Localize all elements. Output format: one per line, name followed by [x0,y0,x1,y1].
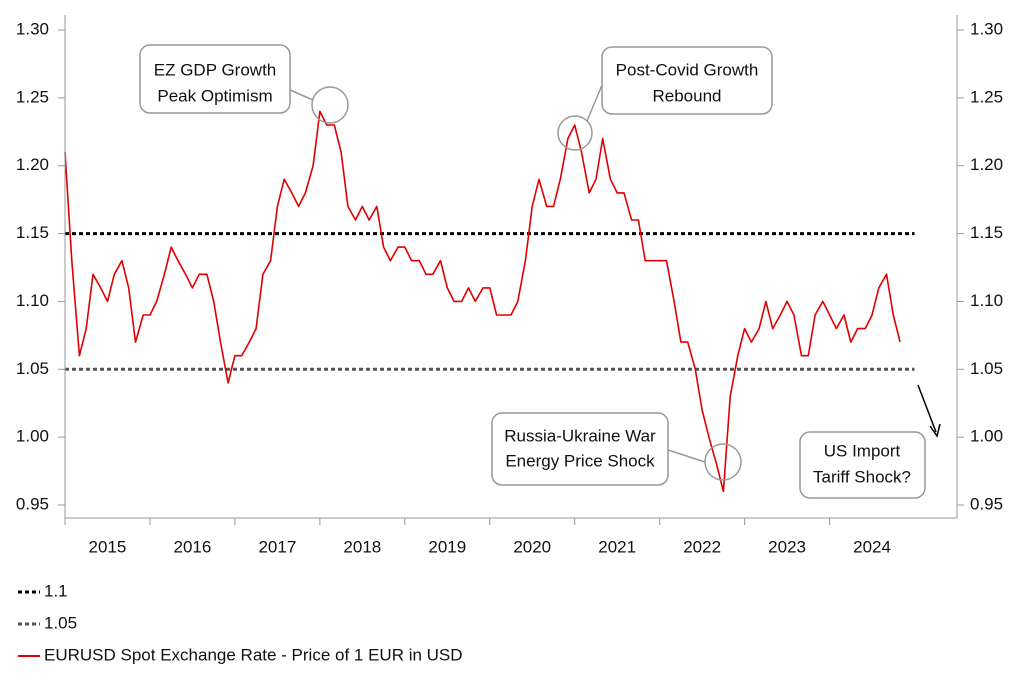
y-tick-label: 1.20 [16,155,49,174]
annotation-text: Rebound [652,86,721,105]
y2-tick-label: 1.00 [970,427,1003,446]
annotation-box [799,431,926,499]
annotation-text: US Import [824,441,901,460]
y2-tick-label: 1.20 [970,155,1003,174]
connector [667,449,706,463]
highlight-circle [311,86,349,124]
x-tick-label: 2016 [174,537,212,556]
annotation-text: EZ GDP Growth [154,60,277,79]
x-tick-label: 2024 [853,537,891,556]
legend-label: 1.1 [44,581,68,600]
y-tick-label: 0.95 [16,494,49,513]
connector [289,89,314,101]
annotation-text: Peak Optimism [157,86,272,105]
annotation-box [601,46,773,115]
y-tick-label: 1.30 [16,19,49,38]
highlight-circle [557,115,593,151]
y2-tick-label: 1.05 [970,359,1003,378]
x-tick-label: 2020 [513,537,551,556]
annotations: EZ GDP Growth Peak Optimism Post-Covid G… [139,44,941,499]
x-tick-label: 2018 [343,537,381,556]
y2-tick-label: 1.15 [970,223,1003,242]
annotation-box [491,412,669,486]
annotation-text: Post-Covid Growth [616,60,759,79]
y2-tick-label: 1.25 [970,87,1003,106]
plot-area [64,110,915,493]
arrow [917,384,937,433]
highlight-circle [704,443,742,481]
connector [586,84,603,122]
legend-label: EURUSD Spot Exchange Rate - Price of 1 E… [44,645,463,664]
line-series [64,110,901,493]
legend: 1.1 1.05 EURUSD Spot Exchange Rate - Price… [18,581,463,664]
y2-tick-label: 0.95 [970,494,1003,513]
x-tick-label: 2017 [258,537,296,556]
annotation-box [139,44,291,114]
annotation-text: Russia-Ukraine War [504,426,656,445]
legend-label: 1.05 [44,613,77,632]
arrow-head [929,423,941,438]
x-tick-label: 2022 [683,537,721,556]
x-tick-label: 2023 [768,537,806,556]
y-tick-label: 1.15 [16,223,49,242]
y-tick-label: 1.10 [16,291,49,310]
annotation-text: Energy Price Shock [505,451,655,470]
x-tick-label: 2015 [89,537,127,556]
y-tick-label: 1.00 [16,427,49,446]
y2-tick-label: 1.10 [970,291,1003,310]
annotation-text: Tariff Shock? [813,467,911,486]
x-tick-label: 2021 [598,537,636,556]
y2-tick-label: 1.30 [970,19,1003,38]
y-tick-label: 1.25 [16,87,49,106]
y-tick-label: 1.05 [16,359,49,378]
x-tick-label: 2019 [428,537,466,556]
